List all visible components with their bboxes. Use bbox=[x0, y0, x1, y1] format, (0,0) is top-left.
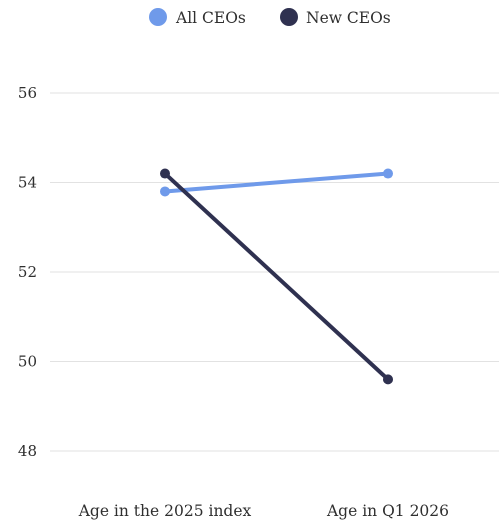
x-category-label: Age in the 2025 index bbox=[78, 502, 252, 520]
legend-label-all-ceos: All CEOs bbox=[175, 9, 246, 27]
data-point-new-ceos[interactable] bbox=[160, 168, 170, 179]
data-point-all-ceos[interactable] bbox=[383, 168, 393, 179]
legend-label-new-ceos: New CEOs bbox=[306, 9, 391, 27]
y-tick-label: 52 bbox=[18, 263, 37, 281]
series-layer bbox=[160, 168, 393, 385]
x-axis-labels: Age in the 2025 index Age in Q1 2026 bbox=[78, 502, 449, 520]
y-tick-label: 50 bbox=[18, 353, 37, 371]
series-line-new-ceos bbox=[163, 171, 390, 382]
y-tick-label: 56 bbox=[18, 84, 37, 102]
data-point-all-ceos[interactable] bbox=[160, 186, 170, 197]
legend-item-new-ceos[interactable]: New CEOs bbox=[280, 8, 391, 27]
y-axis-ticks: 56 54 52 50 48 bbox=[18, 84, 37, 460]
y-tick-label: 48 bbox=[18, 442, 37, 460]
legend: All CEOs New CEOs bbox=[149, 8, 391, 27]
y-tick-label: 54 bbox=[18, 174, 37, 192]
x-category-label: Age in Q1 2026 bbox=[326, 502, 449, 520]
legend-marker-all-ceos bbox=[149, 8, 167, 26]
legend-item-all-ceos[interactable]: All CEOs bbox=[149, 8, 246, 27]
series-line-all-ceos bbox=[163, 171, 390, 194]
legend-marker-new-ceos bbox=[280, 8, 298, 26]
data-point-new-ceos[interactable] bbox=[383, 374, 393, 385]
